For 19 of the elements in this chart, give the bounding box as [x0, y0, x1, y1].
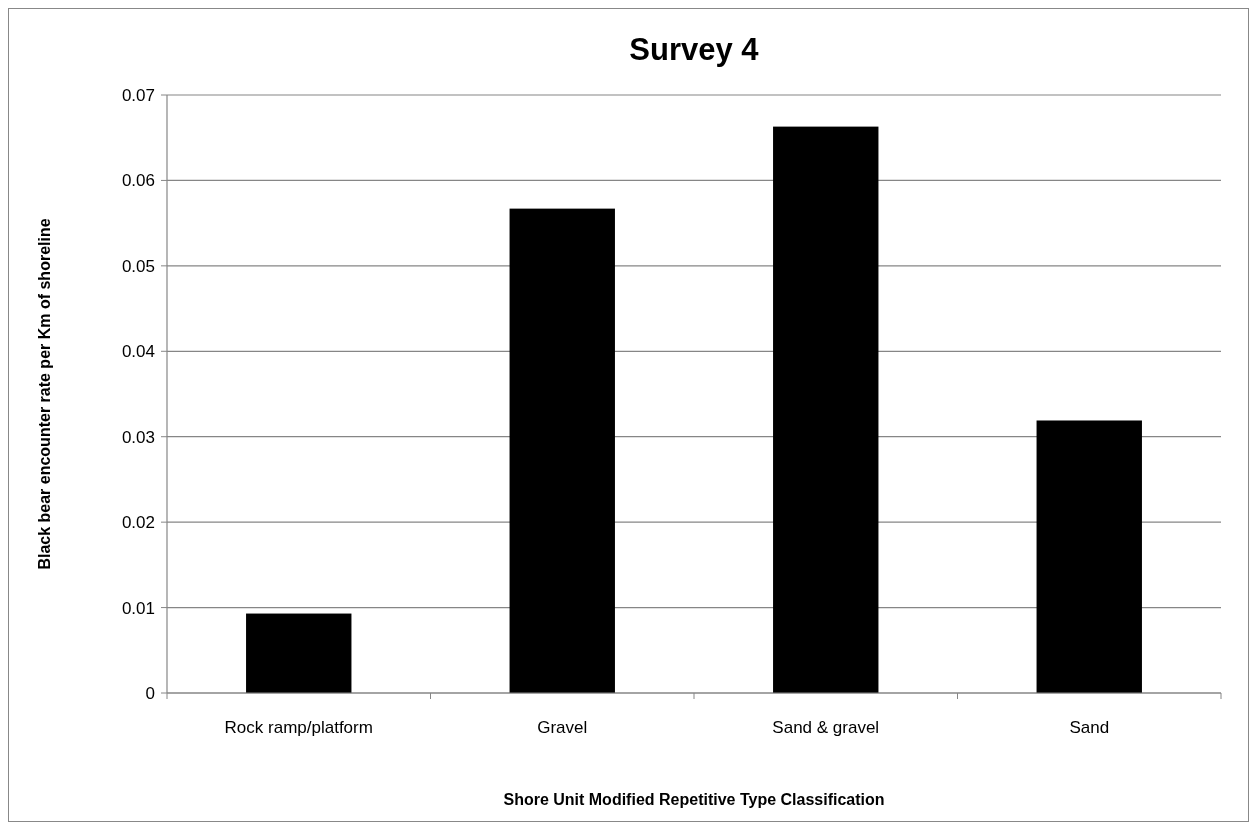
x-axis-title: Shore Unit Modified Repetitive Type Classification — [503, 791, 885, 808]
y-tick-label: 0.05 — [121, 256, 155, 276]
bar — [509, 208, 615, 693]
x-tick-label: Rock ramp/platform — [224, 718, 373, 737]
y-tick-label: 0.06 — [121, 171, 155, 191]
x-tick-label: Gravel — [537, 718, 588, 737]
y-tick-label: 0.07 — [121, 85, 155, 105]
x-tick-label: Sand — [1069, 718, 1110, 737]
chart-title: Survey 4 — [629, 32, 760, 67]
y-tick-label: 0.03 — [121, 427, 155, 447]
y-tick-label: 0.02 — [121, 513, 155, 533]
y-axis-title: Black bear encounter rate per Km of shoreline — [36, 218, 53, 570]
y-tick-label: 0 — [145, 683, 155, 703]
y-tick-label: 0.04 — [121, 342, 155, 362]
x-tick-label: Sand & gravel — [772, 718, 880, 737]
bar — [773, 126, 879, 693]
bar — [246, 613, 352, 693]
y-tick-label: 0.01 — [121, 598, 155, 618]
bar — [1036, 420, 1142, 693]
